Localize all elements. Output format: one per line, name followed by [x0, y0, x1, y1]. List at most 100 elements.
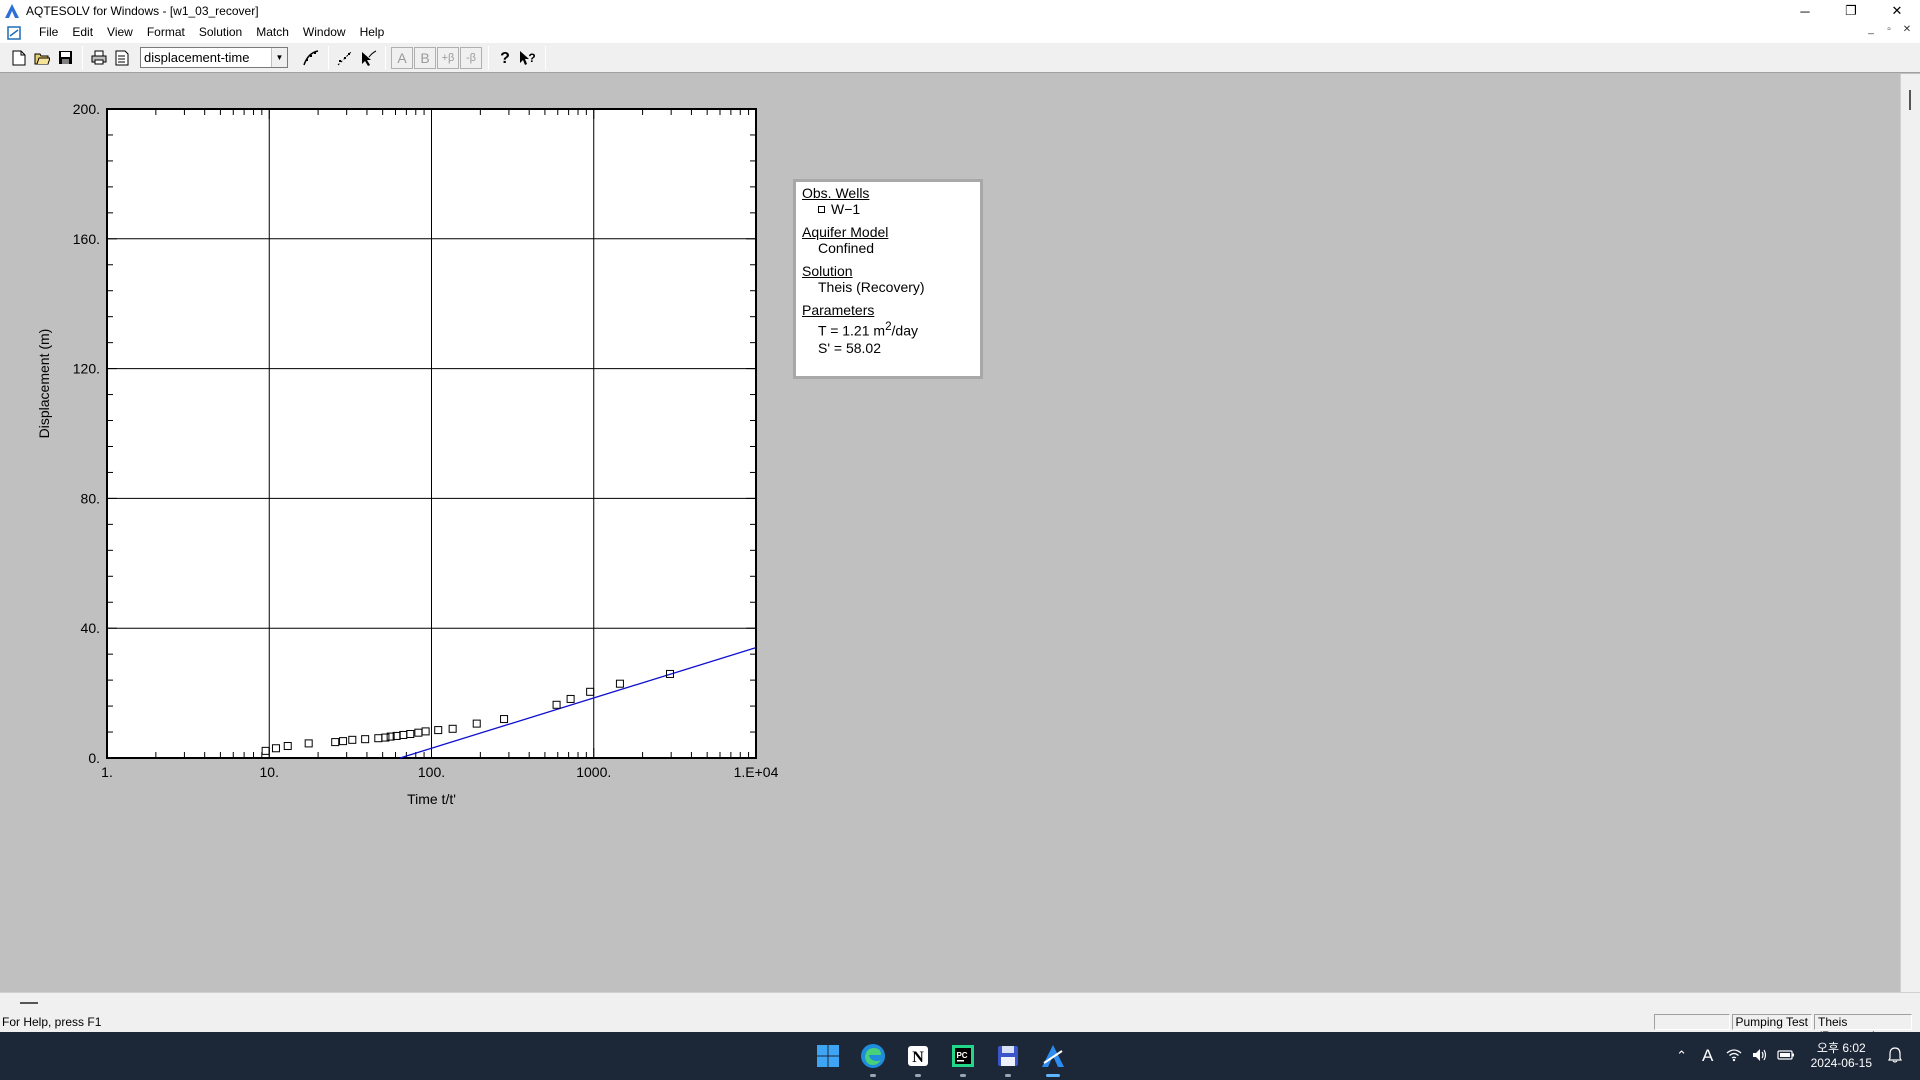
- horizontal-scroll-thumb[interactable]: [20, 1002, 38, 1004]
- menu-format[interactable]: Format: [146, 25, 185, 39]
- window-title: AQTESOLV for Windows - [w1_03_recover]: [26, 4, 259, 18]
- y-tick-label: 160.: [73, 231, 100, 247]
- pycharm-icon: PC: [952, 1045, 974, 1067]
- y-tick-label: 120.: [73, 361, 100, 377]
- notification-bell-icon[interactable]: [1884, 1046, 1906, 1066]
- active-indicator: [1046, 1074, 1060, 1077]
- minimize-button[interactable]: ─: [1800, 3, 1810, 19]
- status-pane-solution: Theis (Recovery): [1814, 1014, 1912, 1043]
- context-help-icon: ?: [520, 50, 536, 65]
- windows-taskbar: N PC ⌃ A 오후 6:02 2024-06-15: [0, 1032, 1920, 1080]
- svg-text:N: N: [912, 1049, 924, 1066]
- battery-icon[interactable]: [1775, 1049, 1797, 1064]
- menu-window[interactable]: Window: [302, 25, 346, 39]
- data-point: [271, 744, 280, 753]
- x-tick-label: 10.: [260, 764, 279, 780]
- data-point: [339, 737, 348, 746]
- data-point: [500, 715, 509, 724]
- taskbar-save-app[interactable]: [993, 1041, 1023, 1077]
- restore-button[interactable]: ❐: [1845, 3, 1857, 18]
- scatter-points-button[interactable]: [334, 47, 356, 69]
- match-curve-button[interactable]: [300, 47, 322, 69]
- start-button[interactable]: [813, 1041, 843, 1071]
- beta-minus-button[interactable]: -β: [460, 46, 482, 69]
- running-indicator: [960, 1074, 966, 1077]
- beta-plus-button[interactable]: +β: [437, 46, 459, 69]
- print-button[interactable]: [88, 47, 110, 69]
- ime-indicator[interactable]: A: [1701, 1046, 1714, 1065]
- new-file-icon: [12, 50, 26, 65]
- x-tick-label: 1000.: [576, 764, 611, 780]
- mdi-minimize-button[interactable]: _: [1868, 24, 1874, 35]
- data-point: [304, 739, 313, 748]
- param-t-exponent: 2: [885, 320, 892, 333]
- mdi-close-button[interactable]: ✕: [1902, 24, 1912, 35]
- data-point: [261, 746, 270, 755]
- x-tick-label: 1.: [101, 764, 113, 780]
- taskbar-clock[interactable]: 오후 6:02 2024-06-15: [1811, 1041, 1872, 1071]
- menu-edit[interactable]: Edit: [72, 25, 94, 39]
- plot-workspace: 1. 10. 100. 1000. 1.E+04 0. 40. 80. 120. 160. 200.…: [0, 74, 1900, 992]
- vertical-scroll-thumb[interactable]: [1909, 90, 1911, 110]
- document-icon[interactable]: [6, 25, 22, 41]
- data-point: [552, 700, 561, 709]
- close-button[interactable]: ✕: [1891, 3, 1903, 18]
- edge-browser-icon: [861, 1044, 885, 1068]
- y-tick-label: 40.: [81, 620, 100, 636]
- aqtesolv-app-icon[interactable]: [4, 3, 20, 19]
- toolbar-separator: [488, 45, 489, 70]
- toolbar-separator: [545, 45, 546, 70]
- taskbar-aqtesolv[interactable]: [1038, 1041, 1068, 1077]
- data-point: [361, 735, 370, 744]
- plot-type-value: displacement-time: [144, 50, 250, 65]
- context-help-button[interactable]: ?: [517, 47, 539, 69]
- print-preview-icon: [115, 50, 128, 65]
- legend-obs-well-entry: W−1: [802, 201, 974, 218]
- dropdown-arrow-icon[interactable]: ▼: [271, 48, 287, 67]
- wifi-icon[interactable]: [1723, 1048, 1745, 1065]
- help-question-icon: ?: [500, 50, 510, 67]
- y-tick-label: 200.: [73, 101, 100, 117]
- cursor-match-icon: [362, 50, 377, 66]
- plot-legend[interactable]: Obs. Wells W−1 Aquifer Model Confined So…: [793, 179, 983, 379]
- running-indicator: [870, 1074, 876, 1077]
- menu-file[interactable]: File: [39, 25, 59, 39]
- taskbar-pycharm[interactable]: PC: [948, 1041, 978, 1077]
- open-file-button[interactable]: [31, 47, 53, 69]
- plot-type-select[interactable]: displacement-time ▼: [140, 47, 288, 68]
- taskbar-notion[interactable]: N: [903, 1041, 933, 1077]
- show-hidden-icons-icon[interactable]: ⌃: [1676, 1048, 1688, 1063]
- save-disk-icon: [58, 51, 72, 64]
- parameter-b-button[interactable]: B: [414, 46, 436, 69]
- parameter-a-button[interactable]: A: [391, 46, 413, 69]
- data-point: [434, 726, 443, 735]
- x-axis-label: Time t/t': [407, 791, 456, 807]
- menu-view[interactable]: View: [107, 25, 133, 39]
- print-preview-button[interactable]: [111, 47, 133, 69]
- displacement-time-chart[interactable]: 1. 10. 100. 1000. 1.E+04 0. 40. 80. 120. 160. 200.…: [0, 74, 1900, 992]
- menu-match[interactable]: Match: [256, 25, 289, 39]
- windows-start-icon: [817, 1045, 839, 1067]
- legend-obs-wells-header: Obs. Wells: [802, 185, 870, 201]
- menu-help[interactable]: Help: [359, 25, 385, 39]
- taskbar-edge[interactable]: [858, 1041, 888, 1077]
- open-folder-icon: [34, 53, 50, 64]
- svg-text:?: ?: [500, 50, 510, 67]
- legend-parameters-header: Parameters: [802, 302, 875, 318]
- volume-icon[interactable]: [1749, 1048, 1771, 1065]
- menu-solution[interactable]: Solution: [198, 25, 243, 39]
- help-button[interactable]: ?: [494, 47, 516, 69]
- y-axis-label: Displacement (m): [36, 329, 52, 439]
- horizontal-scrollbar[interactable]: [0, 992, 1920, 1012]
- new-file-button[interactable]: [8, 47, 30, 69]
- running-indicator: [915, 1074, 921, 1077]
- active-match-button[interactable]: [357, 47, 379, 69]
- save-button[interactable]: [54, 47, 76, 69]
- legend-param-t: T = 1.21 m2/day: [802, 318, 974, 340]
- data-point: [386, 732, 395, 741]
- mdi-restore-button[interactable]: ▫: [1887, 24, 1891, 35]
- x-tick-label: 1.E+04: [734, 764, 779, 780]
- aqtesolv-taskbar-icon: [1042, 1045, 1064, 1067]
- x-tick-label: 100.: [418, 764, 445, 780]
- vertical-scrollbar[interactable]: [1900, 74, 1920, 992]
